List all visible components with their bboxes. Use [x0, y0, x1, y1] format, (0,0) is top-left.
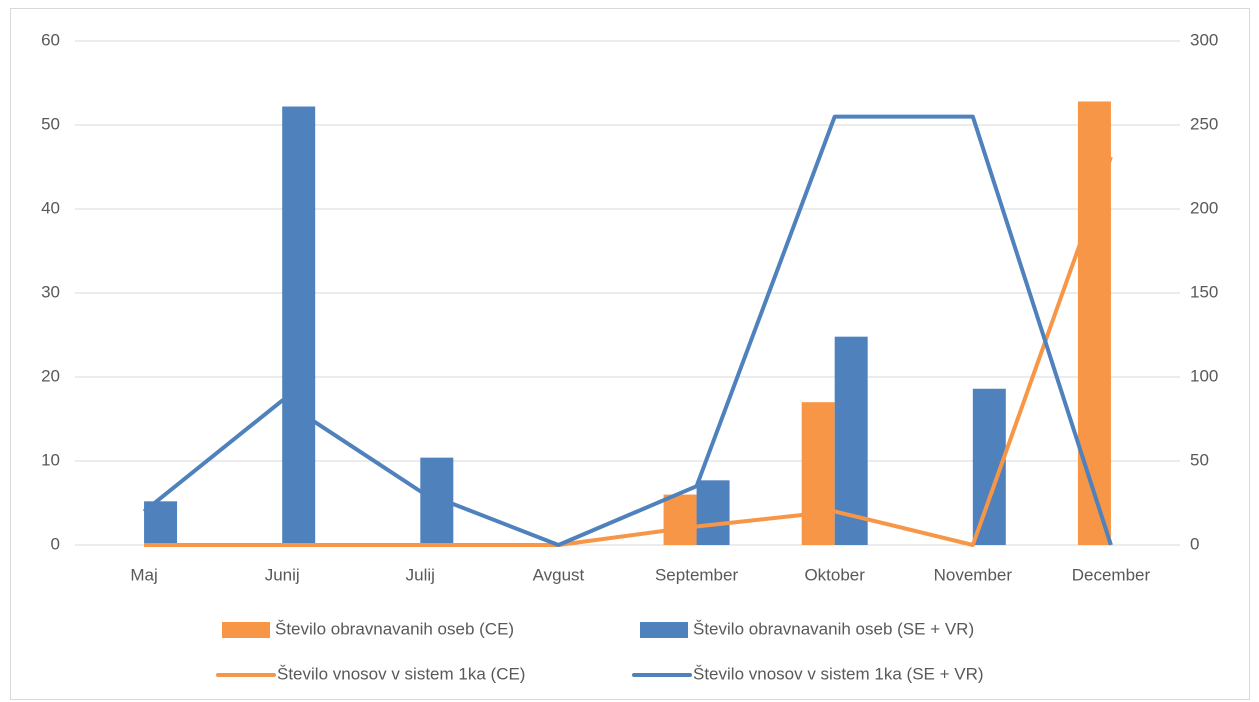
y-tick-label: 20 — [41, 366, 60, 385]
bar — [801, 402, 835, 545]
legend-label: Število vnosov v sistem 1ka (CE) — [277, 664, 525, 683]
y2-tick-label: 250 — [1190, 114, 1218, 133]
bar — [282, 106, 316, 546]
x-tick-label: Julij — [406, 565, 435, 584]
x-tick-label: Junij — [265, 565, 300, 584]
legend-swatch — [640, 622, 688, 638]
x-tick-label: Maj — [130, 565, 157, 584]
bar — [834, 336, 868, 545]
x-tick-label: Oktober — [804, 565, 865, 584]
y-tick-label: 50 — [41, 114, 60, 133]
bar — [696, 480, 730, 545]
y-tick-label: 40 — [41, 198, 60, 217]
legend-label: Število vnosov v sistem 1ka (SE + VR) — [693, 664, 984, 683]
legend-label: Število obravnavanih oseb (CE) — [275, 619, 514, 638]
line — [142, 114, 1113, 547]
y2-tick-label: 150 — [1190, 282, 1218, 301]
y2-tick-label: 100 — [1190, 366, 1218, 385]
y-tick-label: 0 — [51, 534, 60, 553]
y2-tick-label: 0 — [1190, 534, 1199, 553]
bar — [663, 494, 697, 545]
legend-swatch — [222, 622, 270, 638]
legend-label: Število obravnavanih oseb (SE + VR) — [693, 619, 974, 638]
y-tick-label: 10 — [41, 450, 60, 469]
y2-tick-label: 300 — [1190, 30, 1218, 49]
x-tick-label: Avgust — [533, 565, 585, 584]
y2-tick-label: 50 — [1190, 450, 1209, 469]
x-tick-label: September — [655, 565, 738, 584]
x-tick-label: December — [1072, 565, 1151, 584]
line — [144, 156, 1113, 547]
x-tick-label: November — [934, 565, 1013, 584]
y2-tick-label: 200 — [1190, 198, 1218, 217]
chart-border — [10, 8, 1250, 700]
y-tick-label: 30 — [41, 282, 60, 301]
y-tick-label: 60 — [41, 30, 60, 49]
